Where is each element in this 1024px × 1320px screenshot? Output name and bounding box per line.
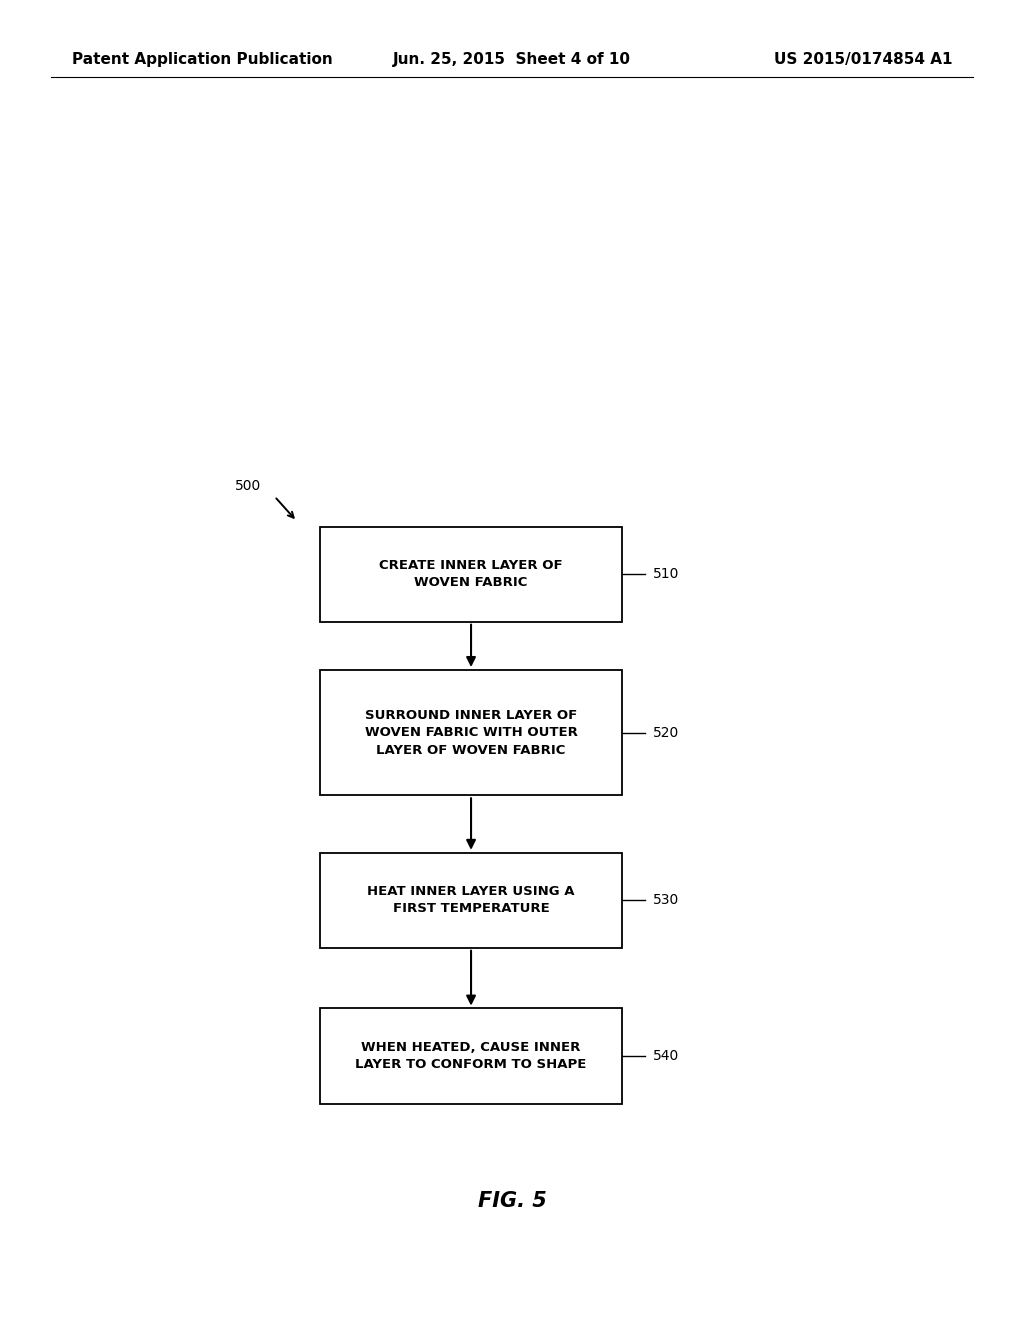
Text: Jun. 25, 2015  Sheet 4 of 10: Jun. 25, 2015 Sheet 4 of 10 — [393, 51, 631, 67]
Bar — [319, 1008, 622, 1104]
Text: FIG. 5: FIG. 5 — [477, 1191, 547, 1212]
Text: CREATE INNER LAYER OF
WOVEN FABRIC: CREATE INNER LAYER OF WOVEN FABRIC — [379, 558, 563, 590]
Text: Patent Application Publication: Patent Application Publication — [72, 51, 333, 67]
Bar — [319, 527, 622, 622]
Bar — [319, 853, 622, 948]
Bar — [319, 669, 622, 795]
Text: 520: 520 — [653, 726, 679, 739]
Text: 510: 510 — [653, 568, 679, 581]
Text: 540: 540 — [653, 1049, 679, 1063]
Text: 530: 530 — [653, 894, 679, 907]
Text: WHEN HEATED, CAUSE INNER
LAYER TO CONFORM TO SHAPE: WHEN HEATED, CAUSE INNER LAYER TO CONFOR… — [355, 1040, 587, 1072]
Text: US 2015/0174854 A1: US 2015/0174854 A1 — [774, 51, 952, 67]
Text: 500: 500 — [234, 479, 261, 492]
Text: SURROUND INNER LAYER OF
WOVEN FABRIC WITH OUTER
LAYER OF WOVEN FABRIC: SURROUND INNER LAYER OF WOVEN FABRIC WIT… — [365, 709, 578, 756]
Text: HEAT INNER LAYER USING A
FIRST TEMPERATURE: HEAT INNER LAYER USING A FIRST TEMPERATU… — [368, 884, 574, 916]
